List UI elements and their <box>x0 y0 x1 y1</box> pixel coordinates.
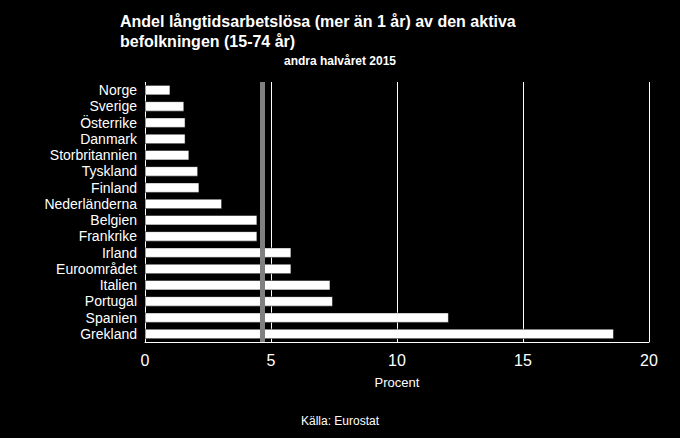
svg-text:Belgien: Belgien <box>90 212 137 228</box>
svg-text:Österrike: Österrike <box>80 114 137 131</box>
svg-text:Spanien: Spanien <box>86 310 137 326</box>
svg-text:Källa: Eurostat: Källa: Eurostat <box>301 414 380 428</box>
svg-text:15: 15 <box>514 352 532 369</box>
svg-text:Grekland: Grekland <box>80 326 137 342</box>
svg-text:Norge: Norge <box>99 82 137 98</box>
svg-text:Andel långtidsarbetslösa (mer: Andel långtidsarbetslösa (mer än 1 år) a… <box>120 13 520 30</box>
svg-text:Procent: Procent <box>375 375 420 390</box>
svg-text:Italien: Italien <box>100 277 137 293</box>
svg-text:Portugal: Portugal <box>85 293 137 309</box>
svg-text:Finland: Finland <box>91 180 137 196</box>
svg-text:Irland: Irland <box>102 245 137 261</box>
svg-text:20: 20 <box>640 352 658 369</box>
svg-text:Euroområdet: Euroområdet <box>56 261 137 277</box>
svg-text:0: 0 <box>141 352 150 369</box>
svg-text:5: 5 <box>267 352 276 369</box>
svg-text:10: 10 <box>388 352 406 369</box>
svg-text:Storbritannien: Storbritannien <box>50 147 137 163</box>
svg-text:Nederländerna: Nederländerna <box>44 196 137 212</box>
svg-text:andra halvåret 2015: andra halvåret 2015 <box>284 54 396 68</box>
svg-text:Sverige: Sverige <box>90 98 138 114</box>
svg-text:befolkningen (15-74 år): befolkningen (15-74 år) <box>120 33 295 50</box>
svg-text:Tyskland: Tyskland <box>82 163 137 179</box>
svg-text:Danmark: Danmark <box>80 131 138 147</box>
svg-text:Frankrike: Frankrike <box>79 228 138 244</box>
